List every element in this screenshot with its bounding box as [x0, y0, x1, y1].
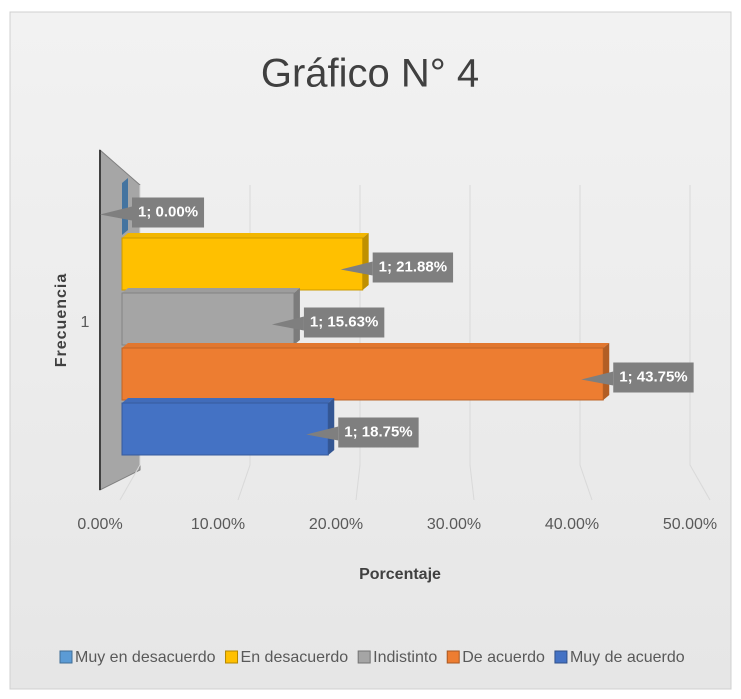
- legend-label: De acuerdo: [462, 649, 545, 666]
- grid-line: [469, 185, 475, 501]
- label-box: [372, 252, 454, 283]
- bar-side: [603, 343, 610, 400]
- x-tick-label: 0.00%: [77, 516, 122, 533]
- label-box: [613, 362, 694, 393]
- x-tick-label: 20.00%: [309, 516, 363, 533]
- legend-label: En desacuerdo: [241, 649, 349, 666]
- bar: [121, 402, 329, 456]
- value-label: 1; 15.63%: [310, 313, 378, 330]
- bar-top: [122, 398, 335, 403]
- legend-label: Muy de acuerdo: [570, 649, 685, 666]
- value-label: 1; 0.00%: [138, 203, 198, 220]
- grid-line: [689, 185, 711, 501]
- x-tick-label: 30.00%: [427, 516, 481, 533]
- x-tick-label: 40.00%: [545, 516, 599, 533]
- legend-swatch: [59, 650, 73, 664]
- legend-swatch: [357, 650, 371, 664]
- bar: [121, 347, 604, 401]
- y-axis-title: Frecuencia: [53, 273, 70, 367]
- bar-side: [328, 398, 335, 455]
- value-label: 1; 21.88%: [379, 258, 447, 275]
- legend-label: Muy en desacuerdo: [75, 649, 216, 666]
- chart-title: Gráfico N° 4: [261, 52, 479, 96]
- legend-swatch: [225, 650, 239, 664]
- y-tick-label: 1: [81, 314, 90, 331]
- label-pointer: [306, 426, 339, 441]
- legend-swatch: [446, 650, 460, 664]
- value-label: 1; 43.75%: [619, 368, 687, 385]
- legend-swatch: [554, 650, 568, 664]
- label-pointer: [581, 371, 614, 386]
- x-tick-label: 10.00%: [191, 516, 245, 533]
- bar-top: [122, 288, 300, 293]
- value-label: 1; 18.75%: [344, 423, 412, 440]
- bar-top: [122, 343, 610, 348]
- bar-top: [122, 233, 369, 238]
- label-pointer: [340, 261, 373, 276]
- bar: [121, 292, 295, 346]
- legend-label: Indistinto: [373, 649, 437, 666]
- label-box: [303, 307, 385, 338]
- bar: [121, 237, 364, 291]
- bar-side: [362, 233, 369, 290]
- label-pointer: [100, 206, 132, 221]
- label-pointer: [271, 316, 304, 331]
- label-box: [338, 417, 419, 448]
- bar-side: [122, 178, 128, 235]
- bar-side: [293, 288, 300, 345]
- x-tick-label: 50.00%: [663, 516, 717, 533]
- grid-line: [579, 185, 593, 501]
- label-box: [132, 197, 205, 228]
- x-axis-title: Porcentaje: [359, 566, 441, 583]
